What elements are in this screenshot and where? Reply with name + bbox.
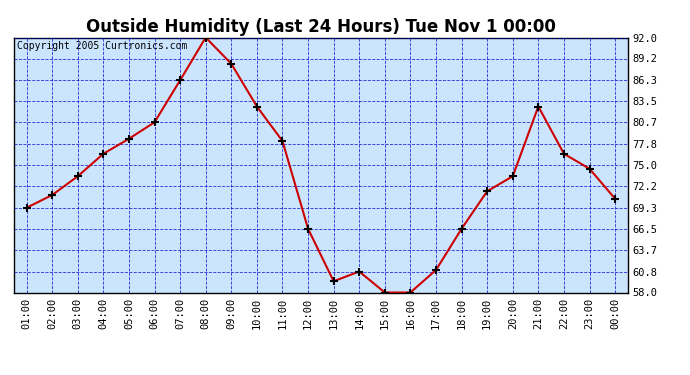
Title: Outside Humidity (Last 24 Hours) Tue Nov 1 00:00: Outside Humidity (Last 24 Hours) Tue Nov… xyxy=(86,18,555,36)
Text: Copyright 2005 Curtronics.com: Copyright 2005 Curtronics.com xyxy=(17,41,187,51)
